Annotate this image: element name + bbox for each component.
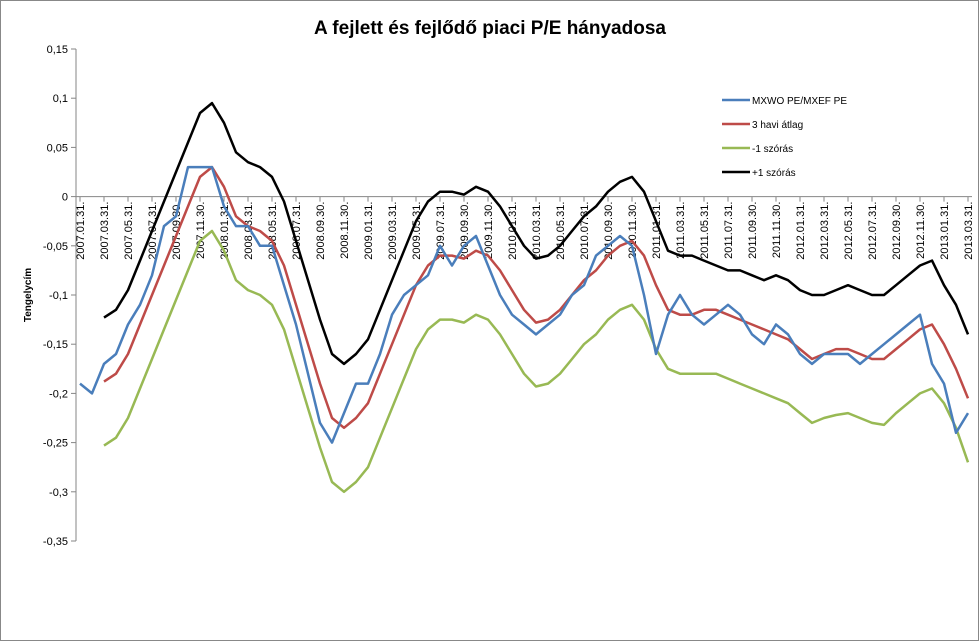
x-tick-label: 2007.01.31.: [75, 202, 87, 260]
x-tick-label: 2008.09.30.: [315, 202, 327, 260]
x-tick-label: 2013.03.31.: [963, 202, 975, 260]
x-tick-label: 2009.01.31.: [363, 202, 375, 260]
x-tick-label: 2010.09.30.: [603, 202, 615, 260]
x-tick-label: 2012.07.31.: [867, 202, 879, 260]
x-tick-label: 2009.09.30.: [459, 202, 471, 260]
x-tick-label: 2008.07.31.: [291, 202, 303, 260]
x-tick-label: 2008.03.31.: [243, 202, 255, 260]
legend-label: +1 szórás: [752, 168, 796, 179]
y-tick-label: -0,2: [49, 388, 68, 400]
y-tick-label: 0,1: [53, 93, 68, 105]
x-tick-label: 2010.01.31.: [507, 202, 519, 260]
series-line: [103, 229, 970, 494]
y-tick-label: -0,35: [43, 536, 68, 548]
x-tick-label: 2011.11.30.: [771, 202, 783, 258]
x-tick-label: 2010.07.31.: [579, 202, 591, 260]
x-tick-label: 2007.03.31.: [99, 202, 111, 260]
x-tick-label: 2012.01.31.: [795, 202, 807, 260]
x-tick-label: 2011.03.31.: [675, 202, 687, 259]
y-axis-title: Tengelycím: [23, 268, 34, 322]
x-tick-label: 2012.09.30.: [891, 202, 903, 260]
x-tick-label: 2011.07.31.: [723, 202, 735, 259]
series-line: [103, 101, 970, 366]
x-tick-label: 2010.03.31.: [531, 202, 543, 260]
x-tick-label: 2009.03.31.: [387, 202, 399, 260]
x-tick-label: 2012.11.30.: [915, 202, 927, 259]
legend-label: 3 havi átlag: [752, 120, 803, 131]
y-tick-label: 0: [62, 192, 68, 204]
x-tick-label: 2008.11.30.: [339, 202, 351, 259]
x-tick-label: 2013.01.31.: [939, 202, 951, 260]
series-line: [79, 165, 970, 444]
y-tick-label: -0,3: [49, 487, 68, 499]
x-tick-label: 2010.05.31.: [555, 202, 567, 260]
y-tick-label: -0,15: [43, 339, 68, 351]
y-tick-label: -0,05: [43, 241, 68, 253]
x-tick-label: 2011.09.30.: [747, 202, 759, 259]
y-tick-label: -0,1: [49, 290, 68, 302]
y-tick-label: -0,25: [43, 438, 68, 450]
chart-title: A fejlett és fejlődő piaci P/E hányadosa: [314, 18, 666, 39]
y-tick-label: 0,15: [47, 44, 68, 56]
x-tick-label: 2009.07.31.: [435, 202, 447, 260]
x-tick-label: 2007.05.31.: [123, 202, 135, 260]
legend-label: -1 szórás: [752, 144, 793, 155]
legend-label: MXWO PE/MXEF PE: [752, 96, 847, 107]
x-tick-label: 2012.03.31.: [819, 202, 831, 260]
y-tick-label: 0,05: [47, 142, 68, 154]
x-tick-label: 2011.05.31.: [699, 202, 711, 259]
x-tick-label: 2009.11.30.: [483, 202, 495, 259]
x-tick-label: 2012.05.31.: [843, 202, 855, 260]
